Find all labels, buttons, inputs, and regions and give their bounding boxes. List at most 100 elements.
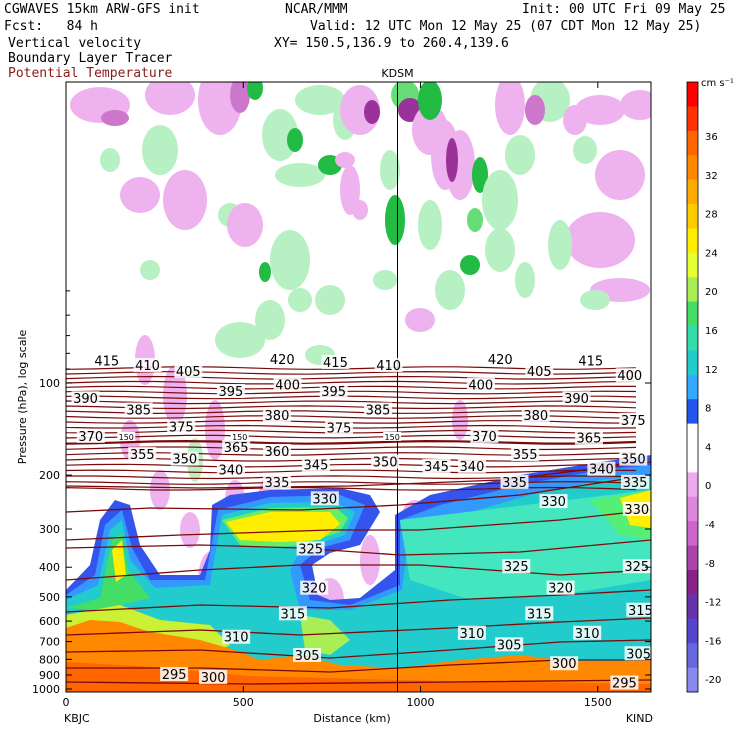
contour-label-bg [457, 625, 486, 640]
velocity-blob [230, 82, 250, 113]
colorbar-tick-label: 16 [705, 326, 718, 337]
theta-contour [66, 679, 651, 685]
velocity-blob [295, 85, 345, 115]
velocity-blob [575, 95, 625, 125]
contour-label-bg [466, 377, 495, 392]
theta-label: 335 [623, 476, 648, 491]
theta-label: 345 [424, 460, 449, 475]
contour-label-bg [624, 646, 651, 661]
velocity-blob [505, 135, 535, 175]
theta-label: 420 [270, 353, 295, 368]
velocity-blob [275, 163, 325, 187]
theta-label: 415 [323, 356, 348, 371]
colorbar-swatch [687, 448, 698, 473]
y-tick-label: 800 [39, 653, 60, 666]
contour-label-bg [300, 580, 329, 595]
velocity-blob [215, 322, 265, 358]
contour-label-bg [374, 358, 403, 373]
colorbar-tick-label: 24 [705, 248, 718, 259]
contour-label-bg [587, 461, 616, 476]
theta-label: 325 [504, 560, 529, 575]
mid-station-label: KDSM [381, 67, 413, 80]
colorbar-swatch [687, 643, 698, 669]
velocity-blob [452, 400, 468, 440]
y-tick-label: 600 [39, 615, 60, 628]
colorbar-tick-label: 32 [705, 171, 718, 182]
velocity-blob [287, 128, 303, 152]
theta-label: 410 [135, 359, 160, 374]
contour-label-bg [371, 454, 400, 469]
colorbar-tick-label: 4 [705, 442, 711, 453]
y-tick-label: 300 [39, 523, 60, 536]
theta-label: 325 [298, 542, 323, 557]
contour-label-bg [521, 407, 550, 422]
theta-contour [66, 461, 651, 489]
xy-coords: XY= 150.5,136.9 to 260.4,139.6 [274, 36, 509, 51]
theta-contour [66, 486, 637, 491]
colorbar-tick-label: 20 [705, 287, 718, 298]
colorbar-tick-label: 8 [705, 404, 711, 415]
contour-label-bg [133, 358, 162, 373]
contour-label-bg [619, 451, 648, 466]
theta-label: 305 [497, 638, 522, 653]
y-tick-label: 100 [39, 377, 60, 390]
theta-label: 390 [73, 392, 98, 407]
contour-label-bg [222, 629, 251, 644]
y-tick-label: 1000 [32, 683, 60, 696]
velocity-blob [580, 290, 610, 310]
contour-label-bg [167, 419, 196, 434]
contour-label-bg [621, 474, 650, 489]
theta-label: 355 [130, 448, 155, 463]
velocity-blob [100, 148, 120, 172]
theta-label-small: 150 [232, 433, 247, 442]
tracer-yellow [112, 540, 126, 582]
plot-area: 415 410 405 420 415 410 420 405 415 400 395 400 395 4… [66, 82, 651, 692]
contour-label-bg [422, 458, 451, 473]
theta-contour [66, 509, 651, 541]
theta-label: 400 [617, 369, 642, 384]
colorbar-swatch [687, 277, 698, 303]
theta-label: 320 [302, 582, 327, 597]
colorbar-swatch [687, 545, 698, 571]
colorbar-tick-label: -16 [705, 636, 721, 647]
theta-label: 310 [460, 627, 485, 642]
velocity-blob [142, 125, 178, 175]
theta-label: 415 [94, 354, 119, 369]
theta-label: 300 [552, 657, 577, 672]
y-tick-label: 900 [39, 669, 60, 682]
contour-label-bg [268, 351, 297, 366]
colorbar-tick-label: 36 [705, 132, 718, 143]
colorbar-swatch [687, 301, 698, 327]
velocity-blob [270, 230, 310, 290]
theta-contour [66, 617, 651, 636]
theta-contour [66, 481, 637, 485]
theta-label-small: 150 [119, 433, 134, 442]
colorbar-tick-label: -12 [705, 598, 721, 609]
contour-label-bg [230, 431, 249, 441]
contour-label-bg [574, 430, 603, 445]
colorbar-swatch [687, 374, 698, 400]
colorbar-swatch [687, 570, 698, 595]
colorbar-tick-label: 0 [705, 481, 711, 492]
contour-label-bg [71, 391, 100, 406]
theta-contour [66, 434, 637, 439]
contour-label-bg [262, 407, 291, 422]
forecast-hour: Fcst: 84 h [4, 19, 98, 34]
theta-label: 340 [218, 463, 243, 478]
colorbar-unit: cm s⁻¹ [701, 78, 734, 89]
velocity-blob [145, 82, 195, 115]
contour-label-bg [511, 447, 540, 462]
colorbar-swatch [687, 130, 698, 156]
theta-label: 365 [577, 432, 602, 447]
colorbar-tick-label: -8 [705, 559, 715, 570]
theta-contour [66, 439, 637, 445]
contour-label-bg [457, 458, 486, 473]
velocity-blob [620, 90, 651, 120]
theta-contour [66, 463, 636, 468]
contour-label-bg [321, 354, 350, 369]
velocity-blob [460, 255, 480, 275]
x-tick-label: 500 [233, 696, 254, 709]
theta-label: 315 [527, 607, 552, 622]
theta-label-small: 150 [385, 433, 400, 442]
contour-label-bg [262, 474, 291, 489]
